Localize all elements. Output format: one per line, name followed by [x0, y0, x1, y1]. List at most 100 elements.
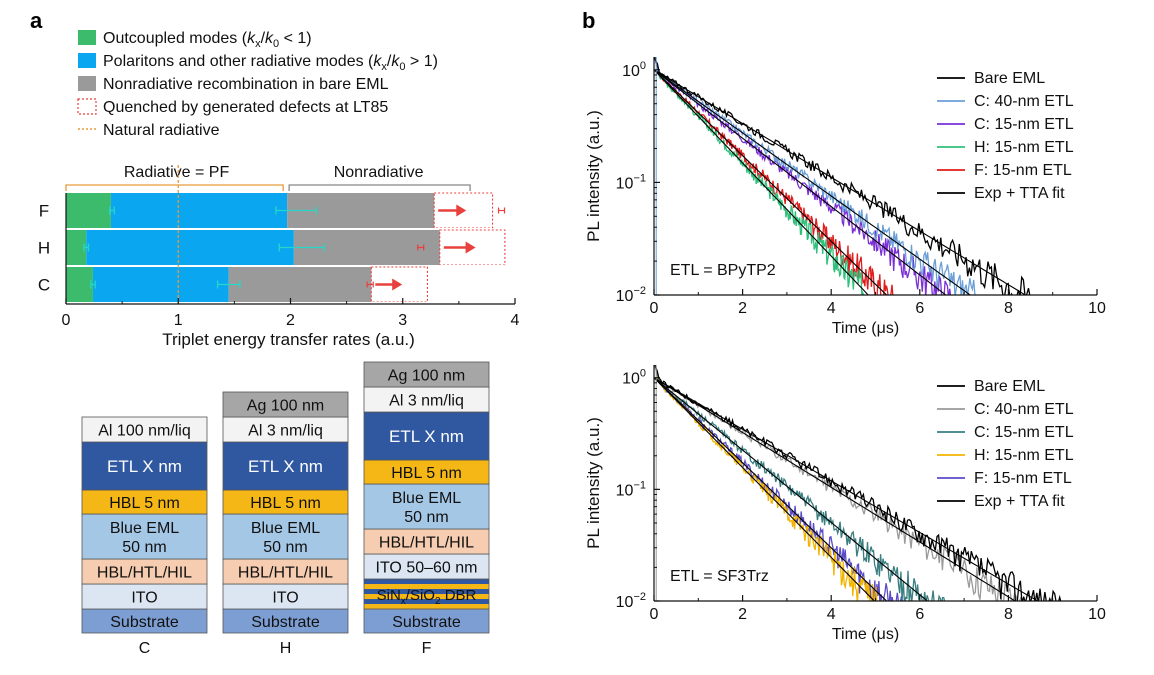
y-tick-exponent: 0 [640, 368, 646, 380]
layer-ito [222, 583, 349, 610]
x-tick-label: 8 [1004, 300, 1013, 317]
y-tick-label: 10−2 [616, 591, 646, 611]
legend-slash: / [261, 30, 266, 47]
quench-arrow-head [392, 278, 403, 291]
nonradiative-label: Nonradiative [334, 164, 424, 181]
radiative-label: Radiative = PF [124, 164, 230, 181]
layer-label: Blue EML [251, 520, 320, 537]
y-tick-exponent: −2 [633, 285, 646, 297]
x-axis-label: Triplet energy transfer rates (a.u.) [162, 330, 415, 349]
x-tick-label: 0 [62, 312, 71, 329]
x-tick-label: 8 [1004, 606, 1013, 623]
layer-etl [363, 411, 490, 461]
bar-segment-polariton [110, 193, 288, 228]
legend-prefix: Outcoupled modes ( [103, 30, 248, 47]
layer-label: Al 100 nm/liq [98, 423, 191, 440]
y-tick-label: 10−1 [616, 172, 646, 192]
x-tick-label: 10 [1088, 606, 1106, 623]
fit-line [654, 69, 972, 295]
x-tick-label: 1 [174, 312, 183, 329]
fit-line [654, 377, 1017, 601]
decay-curve [654, 57, 952, 295]
legend-subscript: x [381, 61, 387, 73]
layer-label: Blue EML [392, 490, 461, 507]
y-tick-label: 10−2 [616, 285, 646, 305]
fit-line [654, 69, 869, 295]
legend-entry: C: 15-nm ETL [974, 116, 1074, 133]
dbr-text: SiN [377, 587, 401, 604]
panel-label-a: a [30, 8, 43, 33]
layer-label: ITO [131, 590, 157, 607]
legend-entry: F: 15-nm ETL [974, 470, 1072, 487]
layer-label: Substrate [110, 614, 179, 631]
x-tick-label: 6 [915, 606, 924, 623]
legend-subscript: x [255, 38, 261, 50]
layer-ag [363, 361, 490, 388]
layer-label-line2: 50 nm [404, 509, 448, 526]
legend-a-entry: Outcoupled modes (kx/k0 < 1) [103, 30, 312, 50]
bar-segment-outcoupled [66, 267, 93, 302]
legend-entry: H: 15-nm ETL [974, 447, 1074, 464]
quench-arrow-head [456, 204, 467, 217]
layer-ito [363, 553, 490, 580]
decay-curve [654, 57, 894, 295]
plot-area [654, 365, 1062, 601]
nonrad-swatch [78, 76, 96, 91]
bar-segment-polariton [92, 267, 229, 302]
legend-a-entry: Quenched by generated defects at LT85 [103, 99, 388, 116]
dbr-stripe [364, 579, 489, 585]
layer-label: ITO 50–60 nm [376, 560, 478, 577]
dbr-stripe [364, 589, 489, 595]
layer-label: Al 3 nm/liq [248, 423, 323, 440]
legend-entry: Exp + TTA fit [974, 493, 1065, 510]
plot-etl-label: ETL = BPyTP2 [670, 262, 776, 279]
legend-entry: Bare EML [974, 70, 1045, 87]
category-label-F: F [39, 202, 49, 221]
legend-entry: Bare EML [974, 378, 1045, 395]
legend-entry: Exp + TTA fit [974, 185, 1065, 202]
x-tick-label: 2 [738, 606, 747, 623]
legend-a-entry: Polaritons and other radiative modes (kx… [103, 53, 438, 73]
layer-hbl5 [363, 459, 490, 485]
y-tick-exponent: −2 [633, 591, 646, 603]
dbr-text: /SiO [406, 587, 435, 604]
layer-label: Ag 100 nm [247, 398, 324, 415]
layer-al [81, 416, 208, 443]
legend-suffix: < 1) [279, 30, 311, 47]
y-tick-exponent: 0 [640, 60, 646, 72]
layer-label: HBL 5 nm [250, 495, 321, 512]
outcoupled-swatch [78, 30, 96, 45]
y-tick-label: 100 [622, 60, 646, 80]
layer-label: ITO [272, 590, 298, 607]
y-tick-base: 10 [616, 594, 634, 611]
legend-k: k [247, 30, 256, 47]
legend-entry: C: 15-nm ETL [974, 424, 1074, 441]
layer-label: HBL/HTL/HIL [238, 565, 333, 582]
layer-label: ETL X nm [389, 427, 464, 446]
layer-substrate [81, 608, 208, 634]
y-tick-exponent: −1 [633, 172, 646, 184]
plot-area [654, 57, 1056, 295]
layer-eml [81, 513, 208, 560]
y-axis-label: PL intensity (a.u.) [584, 417, 603, 549]
layer-etl [81, 441, 208, 491]
bar-segment-outcoupled [66, 230, 87, 265]
layer-substrate [222, 608, 349, 634]
layer-substrate [363, 608, 490, 634]
layer-label-dbr: SiNx/SiO2 DBR [377, 587, 477, 607]
device-stacks: Substrate ITO HBL/HTL/HIL Blue EML 50 nm HBL … [81, 361, 490, 657]
legend-prefix: Polaritons and other radiative modes ( [103, 53, 374, 70]
layer-al [222, 416, 349, 443]
dbr-stripe [364, 584, 489, 590]
fit-line [654, 69, 888, 295]
dbr-subscript: 2 [435, 596, 441, 607]
layer-hbl5 [81, 489, 208, 515]
dbr-stripe [364, 604, 489, 610]
layer-label: ETL X nm [248, 457, 323, 476]
legend-subscript: 0 [399, 61, 405, 73]
x-tick-label: 4 [827, 300, 836, 317]
y-tick-base: 10 [616, 288, 634, 305]
x-tick-label: 10 [1088, 300, 1106, 317]
dbr-stripe [364, 599, 489, 605]
legend-a-entry: Nonradiative recombination in bare EML [103, 76, 389, 93]
